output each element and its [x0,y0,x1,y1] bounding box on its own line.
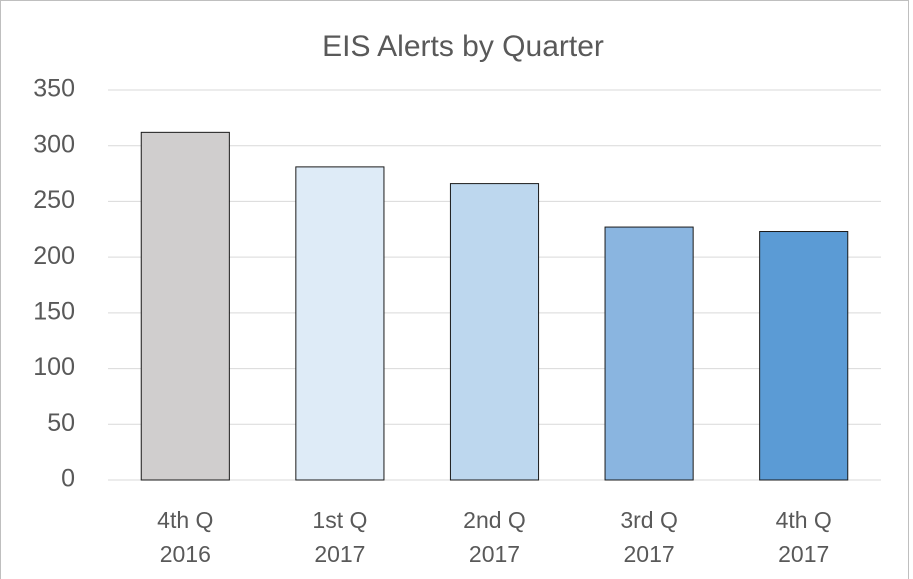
y-tick-label: 50 [47,409,75,437]
bar [295,166,385,481]
bar [759,231,849,481]
bar [449,183,540,481]
y-tick-label: 250 [33,186,75,214]
x-tick-label: 4th Q 2017 [776,507,832,567]
x-tick-label: 2nd Q 2017 [463,507,526,567]
bar [604,226,694,481]
y-tick-label: 100 [33,353,75,381]
x-tick-label: 1st Q 2017 [312,507,367,567]
y-tick-label: 150 [33,297,75,325]
bar [140,131,230,481]
x-tick-label: 4th Q 2016 [157,507,213,567]
chart-title: EIS Alerts by Quarter [322,30,604,63]
y-tick-label: 200 [33,242,75,270]
x-tick-label: 3rd Q 2017 [620,507,678,567]
y-tick-label: 350 [33,75,75,103]
y-tick-label: 300 [33,130,75,158]
y-tick-label: 0 [61,465,75,493]
